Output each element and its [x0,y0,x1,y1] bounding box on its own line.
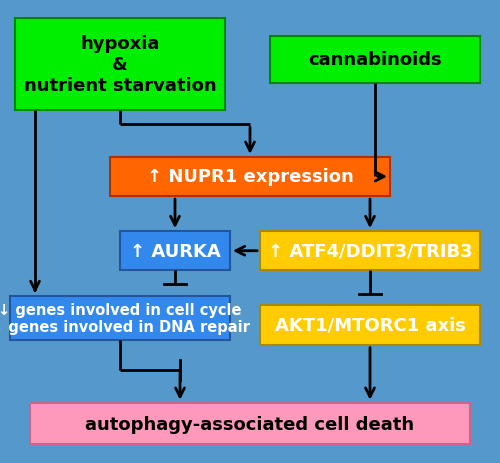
Text: hypoxia
&
nutrient starvation: hypoxia & nutrient starvation [24,35,216,94]
FancyBboxPatch shape [260,232,480,271]
FancyBboxPatch shape [120,232,230,271]
Text: ↓ genes involved in cell cycle
↓ genes involved in DNA repair: ↓ genes involved in cell cycle ↓ genes i… [0,302,250,334]
FancyBboxPatch shape [260,306,480,345]
Text: autophagy-associated cell death: autophagy-associated cell death [86,415,414,432]
FancyBboxPatch shape [110,157,390,197]
FancyBboxPatch shape [30,403,470,444]
FancyBboxPatch shape [10,296,230,340]
Text: AKT1/MTORC1 axis: AKT1/MTORC1 axis [274,316,466,334]
Text: ↑ ATF4/DDIT3/TRIB3: ↑ ATF4/DDIT3/TRIB3 [268,242,472,260]
Text: ↑ AURKA: ↑ AURKA [130,242,220,260]
FancyBboxPatch shape [270,37,480,83]
Text: cannabinoids: cannabinoids [308,51,442,69]
FancyBboxPatch shape [15,19,225,111]
Text: ↑ NUPR1 expression: ↑ NUPR1 expression [146,168,354,186]
